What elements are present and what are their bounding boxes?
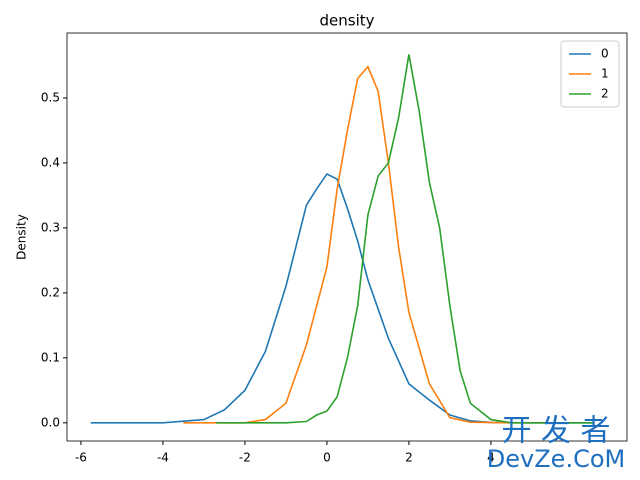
- y-tick-label: 0.0: [41, 415, 60, 429]
- legend-label: 1: [601, 67, 609, 81]
- y-tick-label: 0.3: [41, 220, 60, 234]
- x-tick-label: -6: [75, 451, 87, 465]
- legend-label: 2: [601, 87, 609, 101]
- y-tick-label: 0.4: [41, 155, 60, 169]
- x-tick-label: 0: [323, 451, 331, 465]
- x-tick-label: -4: [157, 451, 169, 465]
- chart-title: density: [320, 12, 375, 30]
- y-tick-label: 0.1: [41, 350, 60, 364]
- watermark: DevZe.CoM: [487, 445, 625, 473]
- y-tick-label: 0.5: [41, 90, 60, 104]
- legend-label: 0: [601, 47, 609, 61]
- x-tick-label: -2: [239, 451, 251, 465]
- density-line: [216, 54, 594, 424]
- x-tick-label: 2: [405, 451, 413, 465]
- y-tick-label: 0.2: [41, 285, 60, 299]
- watermark: 开 发 者: [501, 414, 610, 449]
- x-tick-label: 4: [487, 451, 495, 465]
- density-line: [90, 172, 594, 424]
- y-axis-label: Density: [15, 214, 29, 260]
- plot-area: [90, 54, 594, 424]
- axes-frame: [66, 32, 628, 442]
- density-line: [183, 65, 573, 424]
